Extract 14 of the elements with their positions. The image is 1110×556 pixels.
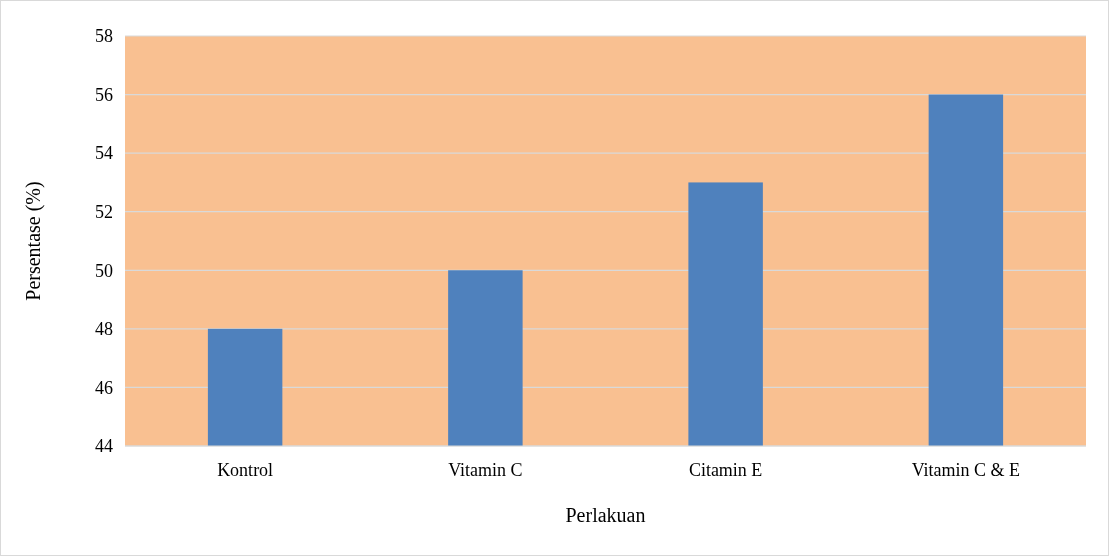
x-tick-label: Vitamin C <box>448 460 523 480</box>
y-tick-label: 56 <box>95 84 113 105</box>
y-tick-label: 44 <box>95 436 113 457</box>
y-axis-title: Persentase (%) <box>22 181 45 301</box>
x-tick-label: Vitamin C & E <box>911 460 1021 480</box>
x-axis-title: Perlakuan <box>565 504 646 526</box>
x-tick-label: Kontrol <box>217 460 274 480</box>
y-tick-label: 50 <box>95 260 113 281</box>
y-tick-label: 48 <box>95 319 113 340</box>
y-tick-label: 54 <box>95 143 113 164</box>
y-tick-label: 46 <box>95 377 113 398</box>
y-tick-label: 58 <box>95 26 113 47</box>
x-tick-label: Citamin E <box>688 460 763 480</box>
y-tick-label: 52 <box>95 202 113 223</box>
